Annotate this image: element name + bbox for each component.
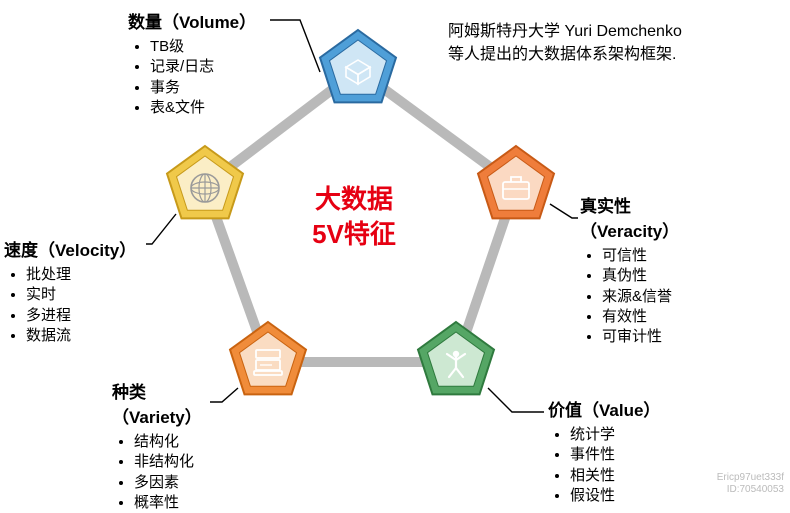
node-velocity <box>167 146 243 218</box>
label-volume: 数量（Volume） TB级记录/日志事务表&文件 <box>128 8 256 118</box>
label-items: 可信性真伪性来源&信誉有效性可审计性 <box>580 246 679 347</box>
list-item: 数据流 <box>26 326 136 346</box>
label-items: 批处理实时多进程数据流 <box>4 265 136 346</box>
list-item: 记录/日志 <box>150 57 256 77</box>
list-item: 结构化 <box>134 432 202 452</box>
node-value <box>418 322 494 394</box>
person-icon <box>447 351 465 377</box>
list-item: 非结构化 <box>134 452 202 472</box>
list-item: 可信性 <box>602 246 679 266</box>
list-item: 多进程 <box>26 306 136 326</box>
label-velocity: 速度（Velocity） 批处理实时多进程数据流 <box>4 236 136 346</box>
label-title: 速度（Velocity） <box>4 236 136 261</box>
watermark-line1: Ericp97uet333f <box>717 472 784 484</box>
briefcase-icon <box>503 177 529 199</box>
list-item: 实时 <box>26 285 136 305</box>
list-item: 概率性 <box>134 493 202 513</box>
list-item: 多因素 <box>134 473 202 493</box>
node-volume <box>320 30 396 102</box>
list-item: 批处理 <box>26 265 136 285</box>
server-icon <box>254 350 282 375</box>
list-item: 事务 <box>150 78 256 98</box>
node-variety <box>230 322 306 394</box>
attribution-line2: 等人提出的大数据体系架构框架. <box>448 43 682 66</box>
attribution-line1: 阿姆斯特丹大学 Yuri Demchenko <box>448 20 682 43</box>
label-value: 价值（Value） 统计学事件性相关性假设性 <box>548 396 660 506</box>
list-item: 相关性 <box>570 466 660 486</box>
label-items: 统计学事件性相关性假设性 <box>548 425 660 506</box>
list-item: 可审计性 <box>602 327 679 347</box>
diagram-stage: 大数据 5V特征 阿姆斯特丹大学 Yuri Demchenko 等人提出的大数据… <box>0 0 790 500</box>
label-title: 种类（Variety） <box>112 378 202 428</box>
list-item: 统计学 <box>570 425 660 445</box>
list-item: 事件性 <box>570 445 660 465</box>
center-title-line2: 5V特征 <box>284 217 424 252</box>
list-item: 来源&信誉 <box>602 287 679 307</box>
center-title-line1: 大数据 <box>284 182 424 217</box>
label-items: 结构化非结构化多因素概率性 <box>112 432 202 513</box>
label-items: TB级记录/日志事务表&文件 <box>128 37 256 118</box>
label-title: 价值（Value） <box>548 396 660 421</box>
list-item: 表&文件 <box>150 98 256 118</box>
list-item: 假设性 <box>570 486 660 506</box>
list-item: 有效性 <box>602 307 679 327</box>
list-item: 真伪性 <box>602 266 679 286</box>
watermark: Ericp97uet333f ID:70540053 <box>717 472 784 496</box>
center-title: 大数据 5V特征 <box>284 182 424 252</box>
label-title: 数量（Volume） <box>128 8 256 33</box>
cube-icon <box>346 60 370 84</box>
watermark-line2: ID:70540053 <box>717 484 784 496</box>
list-item: TB级 <box>150 37 256 57</box>
attribution-text: 阿姆斯特丹大学 Yuri Demchenko 等人提出的大数据体系架构框架. <box>448 20 682 66</box>
node-veracity <box>478 146 554 218</box>
label-title: 真实性（Veracity） <box>580 192 679 242</box>
label-variety: 种类（Variety）结构化非结构化多因素概率性 <box>112 378 202 513</box>
label-veracity: 真实性（Veracity）可信性真伪性来源&信誉有效性可审计性 <box>580 192 679 347</box>
globe-icon <box>191 174 219 202</box>
